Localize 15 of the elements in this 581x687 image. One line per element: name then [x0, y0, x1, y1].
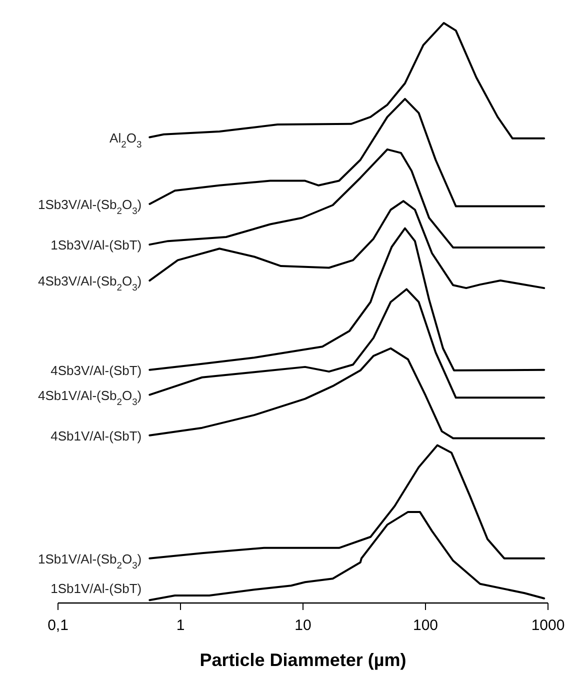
series-label: 1Sb1V/Al-(SbT) — [50, 581, 142, 596]
series-label: 4Sb3V/Al-(SbT) — [50, 362, 142, 378]
x-tick-label: 1 — [176, 617, 185, 634]
series-label: 4Sb1V/Al-(SbT) — [50, 428, 142, 444]
series-label: 4Sb3V/Al-(Sb$_{2}$O$_{3}$) — [38, 274, 142, 293]
series-label: 1Sb3V/Al-(Sb$_{2}$O$_{3}$) — [38, 196, 142, 216]
x-tick-label: 1000 — [531, 617, 565, 634]
x-tick-label: 10 — [294, 617, 312, 634]
series-label: 4Sb1V/Al-(Sb$_{2}$O$_{3}$) — [38, 388, 142, 407]
x-axis-title: Particle Diammeter (µm) — [200, 650, 406, 670]
series-label: Al$_{2}$O$_{3}$ — [110, 130, 142, 150]
series-label: 1Sb1V/Al-(Sb$_{2}$O$_{3}$) — [38, 551, 142, 570]
series-label: 1Sb3V/Al-(SbT) — [50, 238, 142, 253]
x-tick-label: 0,1 — [48, 617, 68, 634]
x-tick-label: 100 — [412, 617, 438, 634]
